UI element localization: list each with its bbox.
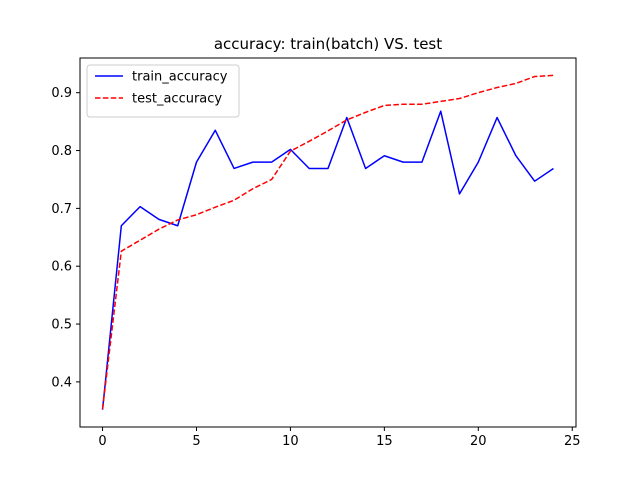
x-tick-label: 5 — [192, 434, 200, 449]
x-tick-label: 25 — [564, 434, 581, 449]
y-tick-label: 0.9 — [51, 86, 72, 101]
series-layer — [101, 74, 554, 410]
y-tick-label: 0.6 — [51, 260, 72, 275]
chart-title: accuracy: train(batch) VS. test — [214, 35, 442, 53]
x-tick-label: 15 — [376, 434, 393, 449]
series-line-train_accuracy — [101, 110, 554, 410]
x-axis: 0 5 10 15 20 25 — [98, 427, 581, 449]
y-tick-label: 0.5 — [51, 318, 72, 333]
x-tick-label: 10 — [282, 434, 299, 449]
y-tick-label: 0.7 — [51, 202, 72, 217]
legend-label-train_accuracy: train_accuracy — [132, 70, 228, 85]
y-tick-label: 0.8 — [51, 144, 72, 159]
x-tick-label: 20 — [470, 434, 487, 449]
x-tick-label: 0 — [98, 434, 106, 449]
legend-label-test_accuracy: test_accuracy — [132, 92, 222, 107]
plot-frame — [79, 57, 577, 428]
y-tick-label: 0.4 — [51, 375, 72, 390]
series-line-test_accuracy — [101, 74, 554, 410]
y-axis: 0.4 0.5 0.6 0.7 0.8 0.9 — [51, 86, 80, 390]
legend-box — [86, 64, 240, 118]
legend: train_accuracy test_accuracy — [86, 64, 240, 118]
